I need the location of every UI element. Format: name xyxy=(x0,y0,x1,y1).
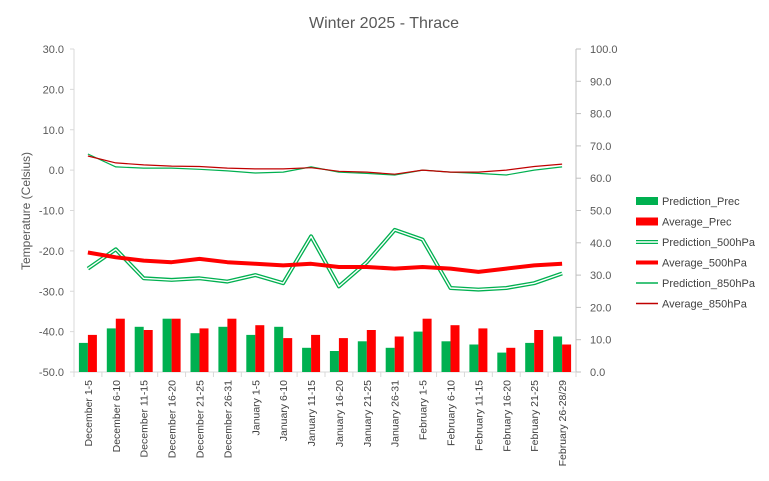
y-right-tick-label: 80.0 xyxy=(590,109,611,121)
bar-Prediction_Prec xyxy=(413,331,423,372)
bar-Prediction_Prec xyxy=(78,342,88,372)
y-right-tick-label: 40.0 xyxy=(590,238,611,250)
y-left-tick-label: -50.0 xyxy=(39,367,64,379)
legend-label-Average_Prec: Average_Prec xyxy=(662,217,732,229)
x-tick-label: February 11-15 xyxy=(473,380,485,451)
y-left-tick-label: -40.0 xyxy=(39,327,64,339)
bar-Prediction_Prec xyxy=(525,342,535,372)
y-axis-title: Temperature (Celsius) xyxy=(19,152,33,270)
bar-Prediction_Prec xyxy=(357,341,367,372)
legend-swatch-Prediction_Prec xyxy=(636,197,658,205)
x-tick-label: January 6-10 xyxy=(278,380,290,441)
bar-Average_Prec xyxy=(255,325,265,372)
x-tick-label: February 1-5 xyxy=(418,380,430,440)
x-tick-label: February 21-25 xyxy=(529,380,541,452)
y-right-tick-label: 0.0 xyxy=(590,367,605,379)
x-tick-label: December 21-25 xyxy=(195,380,207,458)
bar-Average_Prec xyxy=(534,330,544,372)
bar-Prediction_Prec xyxy=(553,336,563,372)
x-tick-label: January 26-31 xyxy=(390,380,402,447)
line-Average_500hPa xyxy=(87,250,563,274)
x-tick-label: January 11-15 xyxy=(306,380,318,447)
chart-title: Winter 2025 - Thrace xyxy=(309,15,459,32)
bar-Average_Prec xyxy=(338,338,348,372)
bar-Average_Prec xyxy=(143,330,153,372)
x-tick-label: January 16-20 xyxy=(334,380,346,447)
x-tick-label: January 21-25 xyxy=(362,380,374,447)
bar-Average_Prec xyxy=(171,318,181,372)
bar-Average_Prec xyxy=(311,334,321,372)
y-right-tick-label: 20.0 xyxy=(590,302,611,314)
legend-label-Prediction_500hPa: Prediction_500hPa xyxy=(662,237,756,249)
legend-label-Prediction_850hPa: Prediction_850hPa xyxy=(662,278,756,290)
y-left-tick-label: -10.0 xyxy=(39,206,64,218)
y-left-tick-label: 10.0 xyxy=(43,125,64,137)
legend: Prediction_Prec Average_Prec Prediction_50… xyxy=(636,196,756,311)
x-tick-label: December 26-31 xyxy=(222,380,234,458)
bar-Prediction_Prec xyxy=(329,351,339,372)
legend-swatch-Average_Prec xyxy=(636,217,658,226)
bar-Average_Prec xyxy=(115,318,125,372)
bar-Average_Prec xyxy=(562,344,572,372)
bar-Average_Prec xyxy=(422,318,432,372)
bar-Average_Prec xyxy=(87,334,97,372)
bar-Average_Prec xyxy=(283,338,293,372)
x-tick-label: December 16-20 xyxy=(167,380,179,458)
x-tick-label: January 1-5 xyxy=(250,380,262,436)
legend-label-Average_500hPa: Average_500hPa xyxy=(662,258,748,270)
legend-label-Prediction_Prec: Prediction_Prec xyxy=(662,196,740,208)
y-left-tick-label: 0.0 xyxy=(49,165,64,177)
bar-Prediction_Prec xyxy=(134,326,144,372)
bar-Average_Prec xyxy=(366,330,376,372)
y-right-tick-label: 10.0 xyxy=(590,335,611,347)
bar-Prediction_Prec xyxy=(302,347,312,372)
y-left-tick-label: -20.0 xyxy=(39,246,64,258)
plot-area: -50.0 -40.0 -30.0 -20.0 -10.0 0.0 10.0 20.0 30.0… xyxy=(39,44,618,466)
bar-Average_Prec xyxy=(506,347,516,372)
bar-Prediction_Prec xyxy=(497,352,507,372)
bar-Prediction_Prec xyxy=(218,326,228,372)
line-Average_850hPa xyxy=(87,155,563,175)
bar-Average_Prec xyxy=(478,328,488,372)
bar-Prediction_Prec xyxy=(190,333,200,372)
y-right-tick-label: 30.0 xyxy=(590,270,611,282)
y-left-tick-label: -30.0 xyxy=(39,286,64,298)
x-tick-label: February 16-20 xyxy=(501,380,513,452)
y-right-tick-label: 100.0 xyxy=(590,44,618,56)
bar-Prediction_Prec xyxy=(385,347,395,372)
y-left-tick-label: 20.0 xyxy=(43,84,64,96)
y-right-tick-label: 90.0 xyxy=(590,76,611,88)
y-right-tick-label: 70.0 xyxy=(590,141,611,153)
bar-Prediction_Prec xyxy=(162,318,172,372)
bar-Prediction_Prec xyxy=(469,344,479,372)
x-tick-label: December 11-15 xyxy=(139,380,151,458)
x-tick-label: December 1-5 xyxy=(83,380,95,447)
y-right-tick-label: 50.0 xyxy=(590,206,611,218)
y-left-tick-label: 30.0 xyxy=(43,44,64,56)
bar-Average_Prec xyxy=(227,318,237,372)
bar-Prediction_Prec xyxy=(246,334,256,372)
line-Prediction_500hPa-inner xyxy=(87,229,563,291)
bar-Average_Prec xyxy=(394,336,404,372)
x-tick-label: December 6-10 xyxy=(111,380,123,453)
y-right-tick-label: 60.0 xyxy=(590,173,611,185)
bar-Prediction_Prec xyxy=(274,326,284,372)
bar-Average_Prec xyxy=(450,325,460,372)
x-tick-label: February 6-10 xyxy=(446,380,458,446)
bar-Average_Prec xyxy=(199,328,209,372)
bar-Prediction_Prec xyxy=(106,328,116,372)
bar-Prediction_Prec xyxy=(441,341,451,372)
x-tick-label: February 26-28/29 xyxy=(557,380,569,467)
legend-label-Average_850hPa: Average_850hPa xyxy=(662,299,748,311)
